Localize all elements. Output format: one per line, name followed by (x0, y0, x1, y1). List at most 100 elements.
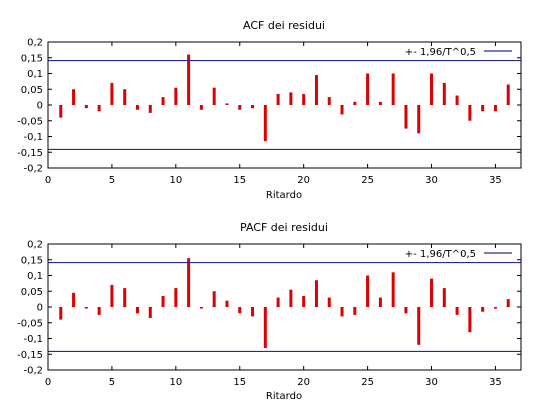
acf-bar-lag-11 (187, 54, 191, 105)
pacf-x-tick-label: 30 (425, 377, 438, 388)
acf-y-tick-label: -0,05 (17, 116, 43, 127)
pacf-bar-lag-29 (417, 307, 421, 345)
acf-bar-lag-21 (314, 75, 318, 105)
acf-bar-lag-9 (161, 97, 165, 105)
acf-x-tick-label: 15 (233, 175, 246, 186)
acf-y-tick-label: 0,2 (27, 38, 43, 49)
acf-bar-lag-6 (123, 89, 127, 105)
acf-bar-lag-25 (366, 73, 370, 105)
pacf-bar-lag-10 (174, 288, 178, 307)
acf-bar-lag-1 (59, 105, 63, 118)
acf-bars (59, 54, 510, 142)
acf-bar-lag-8 (148, 105, 152, 113)
acf-bar-lag-27 (391, 73, 395, 105)
pacf-bar-lag-23 (340, 307, 344, 317)
pacf-bar-lag-31 (442, 288, 446, 307)
acf-bar-lag-14 (225, 103, 229, 105)
acf-x-tick-label: 30 (425, 175, 438, 186)
pacf-y-tick-label: 0,15 (21, 255, 43, 266)
pacf-bar-lag-20 (302, 295, 306, 307)
pacf-bar-lag-32 (455, 307, 459, 315)
pacf-bar-lag-30 (430, 278, 434, 307)
pacf-x-tick-label: 25 (361, 377, 374, 388)
pacf-y-tick-label: 0,2 (27, 240, 43, 251)
pacf-bar-lag-33 (468, 307, 472, 333)
acf-bar-lag-28 (404, 105, 408, 129)
acf-x-tick-label: 25 (361, 175, 374, 186)
acf-bar-lag-19 (289, 92, 293, 105)
pacf-bar-lag-3 (84, 307, 88, 309)
pacf-confidence-bands (48, 261, 521, 353)
pacf-bar-lag-11 (187, 258, 191, 307)
pacf-y-tick-label: -0,05 (17, 318, 43, 329)
acf-x-tick-label: 5 (109, 175, 115, 186)
pacf-bar-lag-2 (72, 292, 76, 307)
pacf-y-tick-label: 0,1 (27, 271, 43, 282)
acf-panel: ACF dei residui 0,2 0,15 0,1 0,05 0 -0,05 -0,1… (17, 19, 522, 201)
pacf-bar-lag-35 (493, 307, 497, 309)
pacf-bars (59, 258, 510, 348)
acf-title: ACF dei residui (243, 19, 325, 32)
acf-y-tick-label: 0,1 (27, 69, 43, 80)
acf-y-ticks: 0,2 0,15 0,1 0,05 0 -0,05 -0,1 -0,15 -0,2 (17, 38, 521, 175)
acf-confidence-bands (48, 59, 521, 151)
acf-x-tick-label: 20 (297, 175, 310, 186)
acf-bar-lag-17 (263, 105, 267, 142)
pacf-bar-lag-16 (251, 307, 255, 317)
pacf-x-ticks: 0 5 10 15 20 25 30 35 (45, 244, 502, 388)
acf-bar-lag-16 (251, 105, 255, 109)
pacf-x-tick-label: 0 (45, 377, 51, 388)
pacf-legend: +- 1,96/T^0,5 (405, 249, 512, 260)
acf-y-tick-label: 0,15 (21, 53, 43, 64)
pacf-bar-lag-36 (506, 299, 510, 307)
acf-legend: +- 1,96/T^0,5 (405, 47, 512, 58)
pacf-x-tick-label: 15 (233, 377, 246, 388)
pacf-x-tick-label: 5 (109, 377, 115, 388)
pacf-bar-lag-34 (481, 307, 485, 312)
acf-y-tick-label: -0,2 (23, 164, 43, 175)
pacf-bar-lag-13 (212, 291, 216, 307)
pacf-title: PACF dei residui (240, 221, 328, 234)
pacf-bar-lag-21 (314, 280, 318, 307)
pacf-x-tick-label: 20 (297, 377, 310, 388)
pacf-y-tick-label: -0,2 (23, 366, 43, 377)
acf-bar-lag-24 (353, 101, 357, 105)
acf-y-tick-label: 0,05 (21, 85, 43, 96)
acf-x-tick-label: 10 (169, 175, 182, 186)
pacf-bar-lag-5 (110, 284, 114, 307)
acf-bar-lag-2 (72, 89, 76, 105)
acf-bar-lag-29 (417, 105, 421, 134)
pacf-bar-lag-9 (161, 295, 165, 307)
pacf-y-tick-label: -0,15 (17, 350, 43, 361)
pacf-x-axis-label: Ritardo (266, 391, 302, 402)
pacf-bar-lag-18 (276, 297, 280, 307)
pacf-bar-lag-19 (289, 289, 293, 307)
acf-bar-lag-22 (327, 97, 331, 105)
acf-x-tick-label: 0 (45, 175, 51, 186)
acf-x-tick-label: 35 (489, 175, 502, 186)
acf-bar-lag-18 (276, 93, 280, 105)
acf-bar-lag-13 (212, 87, 216, 105)
pacf-bar-lag-8 (148, 307, 152, 319)
pacf-x-tick-label: 35 (489, 377, 502, 388)
acf-bar-lag-23 (340, 105, 344, 115)
pacf-bar-lag-6 (123, 288, 127, 307)
pacf-bar-lag-15 (238, 307, 242, 314)
acf-bar-lag-36 (506, 84, 510, 105)
acf-bar-lag-32 (455, 95, 459, 105)
pacf-bar-lag-26 (378, 297, 382, 307)
pacf-y-tick-label: -0,1 (23, 334, 43, 345)
pacf-bar-lag-14 (225, 300, 229, 307)
acf-bar-lag-15 (238, 105, 242, 110)
pacf-bar-lag-27 (391, 272, 395, 307)
acf-bar-lag-20 (302, 93, 306, 105)
pacf-bar-lag-28 (404, 307, 408, 314)
acf-bar-lag-5 (110, 82, 114, 105)
pacf-y-tick-label: 0 (37, 303, 43, 314)
acf-legend-label: +- 1,96/T^0,5 (405, 47, 476, 58)
pacf-bar-lag-7 (135, 307, 139, 314)
acf-x-axis-label: Ritardo (266, 190, 302, 201)
acf-y-tick-label: -0,15 (17, 148, 43, 159)
pacf-legend-label: +- 1,96/T^0,5 (405, 249, 476, 260)
